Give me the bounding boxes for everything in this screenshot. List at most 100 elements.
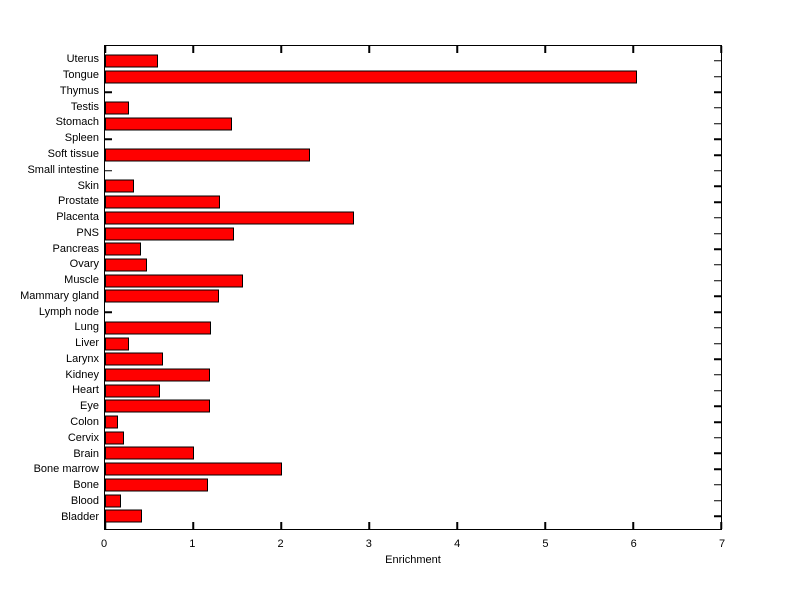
- bar-eye: [105, 399, 210, 413]
- y-tick-label: Small intestine: [27, 163, 99, 176]
- bar-row: [105, 100, 721, 116]
- y-axis-tick-right: [714, 421, 721, 423]
- y-axis-tick-right: [714, 154, 721, 156]
- y-tick-label: Testis: [70, 100, 99, 113]
- bar-pns: [105, 227, 235, 241]
- y-axis-tick-left: [105, 91, 112, 93]
- y-axis-tick-left: [105, 138, 112, 141]
- y-tick-label: Liver: [75, 337, 99, 350]
- bar-blood: [105, 494, 121, 508]
- bar-lung: [105, 321, 211, 335]
- bar-brain: [105, 446, 194, 460]
- x-axis-tick-labels: 0 1 2 3 4 5 6 7: [100, 538, 726, 552]
- bar-row: [105, 257, 721, 273]
- x-axis-tick: [192, 522, 194, 529]
- bar-row: [105, 84, 721, 100]
- x-axis-tick: [632, 46, 634, 53]
- bar-row: [105, 461, 721, 477]
- y-axis-tick-right: [714, 358, 721, 360]
- bar-rows: [105, 46, 721, 529]
- bar-row: [105, 210, 721, 226]
- y-axis-tick-right: [714, 217, 721, 219]
- y-axis-tick-right: [714, 342, 721, 345]
- x-axis-tick: [280, 522, 282, 529]
- x-tick-label: 7: [718, 538, 726, 550]
- bar-heart: [105, 384, 161, 398]
- y-tick-label: PNS: [76, 226, 99, 239]
- y-tick-label: Eye: [80, 400, 99, 413]
- bar-prostate: [105, 195, 221, 209]
- y-tick-label: Colon: [70, 415, 99, 428]
- y-tick-label: Bone marrow: [33, 463, 99, 476]
- y-axis-tick-right: [714, 389, 721, 392]
- bar-row: [105, 163, 721, 179]
- x-axis-tick: [544, 46, 546, 53]
- y-axis-tick-right: [714, 185, 721, 188]
- y-axis-tick-right: [714, 170, 721, 172]
- bar-stomach: [105, 117, 232, 131]
- bar-row: [105, 493, 721, 509]
- x-tick-label: 0: [100, 538, 108, 550]
- x-axis-tick: [632, 522, 634, 529]
- bar-row: [105, 53, 721, 69]
- y-axis-tick-left: [105, 170, 112, 172]
- y-axis-tick-right: [714, 107, 721, 109]
- bar-bladder: [105, 509, 142, 523]
- bar-placenta: [105, 211, 355, 225]
- x-axis-tick: [368, 522, 370, 529]
- y-axis-tick-left: [105, 311, 112, 313]
- y-axis-tick-right: [714, 499, 721, 502]
- bar-tongue: [105, 70, 638, 84]
- bar-row: [105, 226, 721, 242]
- y-axis-tick-right: [714, 122, 721, 125]
- y-tick-label: Bladder: [61, 510, 99, 523]
- bar-larynx: [105, 352, 164, 366]
- x-tick-label: 4: [454, 538, 461, 550]
- bar-row: [105, 446, 721, 462]
- bar-row: [105, 304, 721, 320]
- y-axis-tick-right: [714, 201, 721, 203]
- y-axis-tick-right: [714, 60, 721, 62]
- bar-soft-tissue: [105, 148, 311, 162]
- y-axis-tick-right: [714, 436, 721, 439]
- y-axis-tick-right: [714, 374, 721, 376]
- bar-row: [105, 508, 721, 524]
- y-tick-label: Soft tissue: [47, 147, 99, 160]
- y-tick-label: Prostate: [58, 195, 99, 208]
- bar-row: [105, 336, 721, 352]
- y-tick-label: Heart: [72, 384, 99, 397]
- y-axis-tick-right: [714, 327, 721, 329]
- bar-liver: [105, 337, 129, 350]
- bar-row: [105, 179, 721, 195]
- x-axis-tick: [104, 46, 106, 53]
- bar-row: [105, 430, 721, 446]
- x-axis-tick: [104, 522, 106, 529]
- y-tick-label: Tongue: [62, 69, 99, 82]
- y-tick-label: Stomach: [55, 116, 99, 129]
- x-axis-tick: [192, 46, 194, 53]
- bar-row: [105, 69, 721, 85]
- x-axis-label: Enrichment: [385, 554, 441, 566]
- bar-row: [105, 116, 721, 132]
- y-tick-label: Bone: [73, 479, 99, 492]
- bar-row: [105, 477, 721, 493]
- y-axis-tick-right: [714, 515, 721, 517]
- y-axis-tick-right: [714, 138, 721, 141]
- bar-bone-marrow: [105, 462, 282, 476]
- x-axis-tick: [456, 46, 458, 53]
- bar-cervix: [105, 431, 125, 445]
- y-tick-label: Skin: [77, 179, 99, 192]
- y-axis-tick-right: [714, 232, 721, 235]
- x-axis-tick: [720, 522, 722, 529]
- x-tick-label: 3: [365, 538, 372, 550]
- y-tick-label: Blood: [70, 494, 99, 507]
- bar-row: [105, 289, 721, 305]
- bar-muscle: [105, 274, 244, 288]
- y-tick-label: Mammary gland: [20, 289, 99, 302]
- y-axis-tick-right: [714, 279, 721, 282]
- bar-colon: [105, 415, 119, 429]
- y-tick-label: Kidney: [65, 368, 99, 381]
- x-tick-label: 2: [277, 538, 284, 550]
- bar-skin: [105, 179, 135, 193]
- bar-row: [105, 241, 721, 257]
